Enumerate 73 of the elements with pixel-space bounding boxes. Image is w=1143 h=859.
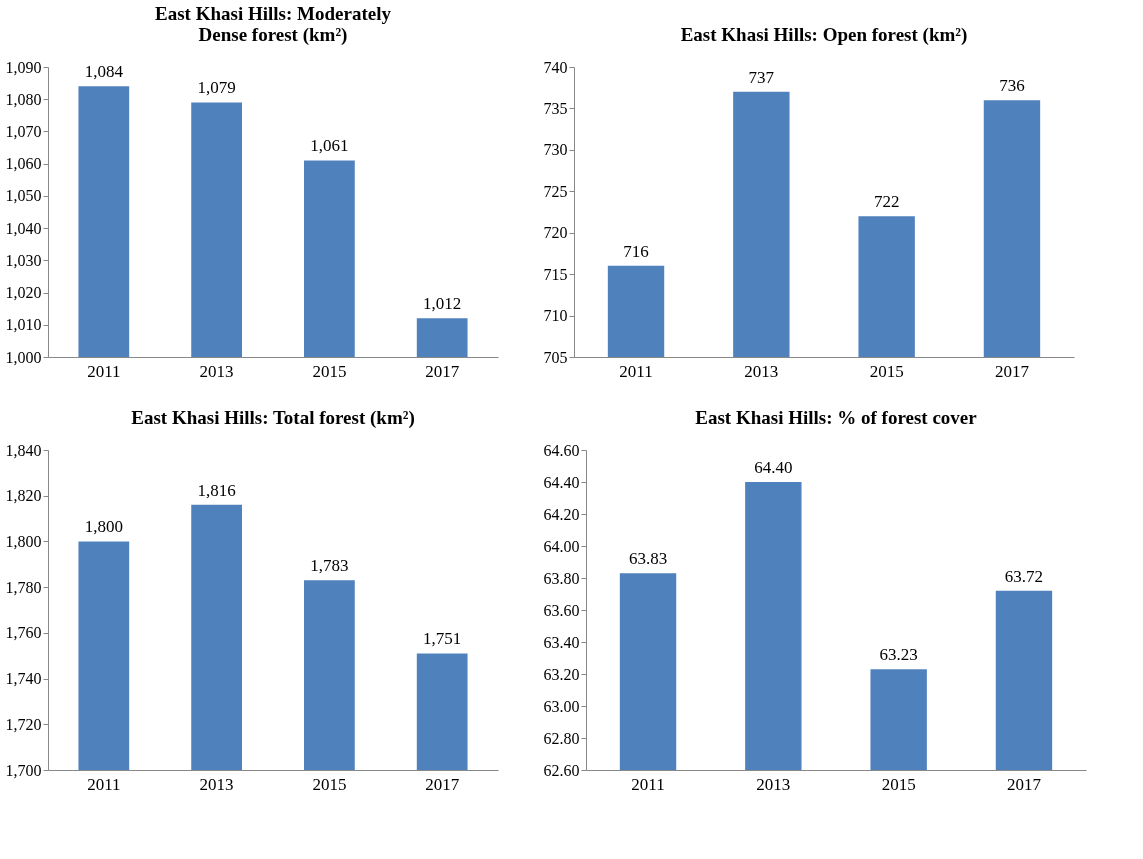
- x-tick-label: 2015: [312, 361, 347, 381]
- data-label: 1,012: [423, 294, 462, 314]
- x-tick-label: 2011: [87, 361, 121, 381]
- y-tick-label: 1,080: [5, 90, 42, 108]
- x-tick-label: 2017: [994, 361, 1030, 381]
- y-tick-label: 64.60: [543, 441, 580, 459]
- chart-title: East Khasi Hills: Moderately Dense forest (km²): [155, 3, 392, 46]
- y-tick-label: 715: [543, 265, 568, 283]
- y-tick-label: 1,760: [5, 624, 42, 642]
- y-tick-label: 63.40: [543, 633, 580, 651]
- y-tick-label: 64.40: [543, 473, 580, 491]
- chart-title: East Khasi Hills: Total forest (km²): [131, 407, 415, 429]
- x-tick-label: 2015: [881, 774, 916, 794]
- y-tick-label: 1,040: [5, 219, 42, 237]
- y-tick-label: 1,820: [5, 487, 42, 505]
- y-tick-label: 1,800: [5, 532, 42, 550]
- x-tick-label: 2011: [619, 361, 653, 381]
- y-tick-label: 705: [543, 348, 568, 366]
- y-tick-label: 1,030: [5, 251, 42, 269]
- chart-title: East Khasi Hills: % of forest cover: [695, 407, 978, 428]
- y-tick-label: 63.80: [543, 569, 580, 587]
- data-label: 1,783: [310, 556, 349, 576]
- x-tick-label: 2017: [425, 361, 460, 381]
- data-label: 716: [623, 241, 649, 261]
- data-label: 63.72: [1004, 566, 1044, 586]
- data-label: 1,800: [84, 517, 123, 537]
- y-tick-label: 725: [543, 182, 568, 200]
- data-label: 1,079: [197, 78, 236, 98]
- data-label: 1,816: [197, 480, 236, 500]
- data-label: 63.23: [879, 645, 918, 665]
- y-tick-label: 1,720: [5, 715, 42, 733]
- x-tick-label: 2015: [312, 774, 347, 794]
- data-label: 722: [873, 192, 900, 212]
- y-tick-label: 710: [543, 307, 568, 325]
- data-label: 1,751: [423, 629, 462, 649]
- data-label: 736: [999, 76, 1025, 96]
- y-tick-label: 1,060: [5, 155, 42, 173]
- y-tick-label: 1,700: [5, 761, 42, 779]
- y-tick-label: 740: [543, 58, 568, 76]
- data-label: 737: [748, 67, 775, 87]
- x-tick-label: 2015: [869, 361, 904, 381]
- x-tick-label: 2013: [756, 774, 791, 794]
- y-tick-label: 720: [543, 224, 568, 242]
- y-tick-label: 1,010: [5, 316, 42, 334]
- x-tick-label: 2017: [425, 774, 460, 794]
- y-tick-label: 1,740: [5, 670, 42, 688]
- y-tick-label: 735: [543, 99, 568, 117]
- x-tick-label: 2013: [199, 361, 234, 381]
- x-tick-label: 2013: [199, 774, 234, 794]
- y-tick-label: 1,090: [5, 58, 42, 76]
- y-tick-label: 1,000: [5, 348, 42, 366]
- y-tick-label: 64.00: [543, 537, 580, 555]
- data-label: 1,061: [310, 136, 349, 156]
- y-tick-label: 1,020: [5, 284, 42, 302]
- y-tick-label: 1,070: [5, 122, 42, 140]
- x-tick-label: 2013: [744, 361, 779, 381]
- chart-title: East Khasi Hills: Open forest (km²): [680, 24, 968, 46]
- data-label: 64.40: [754, 458, 793, 477]
- x-tick-label: 2011: [87, 774, 121, 794]
- y-tick-label: 730: [543, 141, 568, 159]
- y-tick-label: 62.60: [543, 761, 580, 779]
- data-label: 1,084: [84, 62, 124, 82]
- x-tick-label: 2011: [631, 774, 665, 794]
- y-tick-label: 63.20: [543, 665, 580, 683]
- y-tick-label: 63.60: [543, 601, 580, 619]
- x-tick-label: 2017: [1006, 774, 1042, 794]
- y-tick-label: 1,840: [5, 441, 42, 459]
- y-tick-label: 1,780: [5, 578, 42, 596]
- y-tick-label: 63.00: [543, 697, 580, 715]
- y-tick-label: 62.80: [543, 729, 580, 747]
- data-label: 63.83: [628, 549, 668, 569]
- y-tick-label: 64.20: [543, 505, 580, 523]
- y-tick-label: 1,050: [5, 187, 42, 205]
